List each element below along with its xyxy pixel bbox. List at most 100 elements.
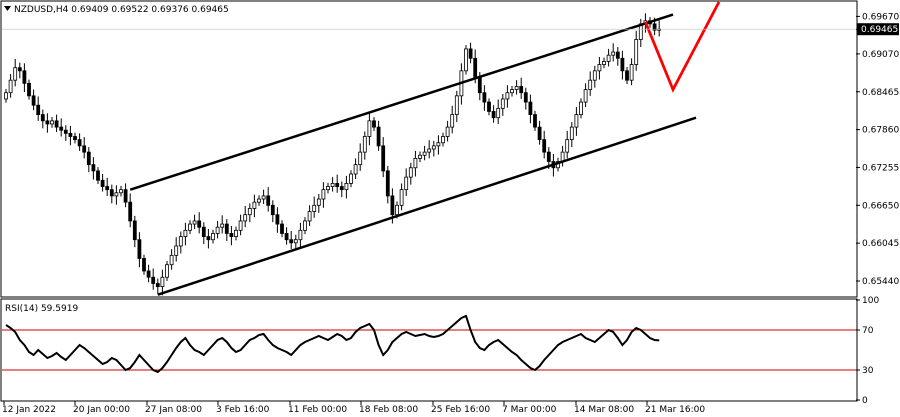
candle-body — [358, 151, 363, 166]
candle-body — [477, 76, 482, 94]
candle-body — [298, 229, 303, 241]
candle-body — [128, 201, 133, 222]
candle-body — [326, 186, 330, 191]
rsi-title: RSI(14) 59.5919 — [5, 304, 78, 314]
last-price-tag: 0.69465 — [2, 23, 899, 36]
price-tick-label: 0.67255 — [862, 163, 899, 173]
candle-body — [45, 120, 50, 125]
candle-body — [404, 176, 409, 191]
candle-body — [50, 120, 54, 125]
candle-body — [634, 39, 639, 65]
candle-body — [606, 54, 611, 62]
candle-body — [100, 179, 105, 187]
candle-body — [528, 101, 533, 115]
candle-body — [160, 276, 165, 288]
candle-body — [229, 233, 234, 237]
time-tick-label: 7 Mar 00:00 — [502, 405, 557, 415]
candle-body — [146, 270, 151, 278]
candle-body — [592, 70, 597, 81]
candle-body — [54, 120, 59, 128]
candle-body — [427, 148, 432, 153]
candle-body — [574, 114, 579, 128]
candle-body — [238, 220, 243, 231]
candle-body — [418, 154, 422, 159]
candle-body — [22, 70, 27, 84]
candle-body — [565, 139, 570, 153]
candle-body — [91, 164, 96, 172]
candle-body — [583, 89, 588, 103]
candle-body — [59, 126, 64, 131]
candle-body — [63, 129, 68, 134]
price-tick-label: 0.66650 — [862, 201, 899, 211]
candle-body — [31, 95, 36, 106]
candle-body — [588, 79, 593, 90]
candle-body — [247, 208, 252, 216]
candle-body — [284, 233, 289, 241]
candle-body — [611, 51, 616, 56]
candle-body — [542, 139, 547, 153]
candle-body — [376, 126, 381, 147]
candle-body — [280, 223, 284, 234]
candle-body — [473, 57, 478, 78]
last-price-box — [857, 23, 899, 36]
rsi-levels — [2, 329, 856, 371]
candle-body — [169, 254, 174, 266]
time-tick-label: 27 Jan 08:00 — [145, 405, 202, 415]
candle-body — [390, 195, 395, 216]
candle-body — [533, 114, 537, 128]
candle-body — [257, 198, 261, 203]
price-tick-label: 0.69070 — [862, 50, 899, 60]
candle-body — [464, 48, 468, 72]
candle-body — [349, 173, 353, 184]
last-price-label: 0.69465 — [861, 25, 898, 35]
candle-body — [316, 198, 321, 206]
candle-body — [86, 151, 91, 166]
candle-body — [68, 132, 73, 137]
candle-body — [266, 195, 271, 206]
candle-body — [523, 92, 528, 103]
candle-body — [220, 223, 225, 228]
candle-body — [151, 276, 156, 284]
candle-body — [8, 79, 13, 94]
candle-body — [353, 164, 358, 175]
candle-body — [441, 136, 445, 144]
candle-body — [546, 151, 551, 162]
candle-body — [197, 220, 202, 228]
price-tick-label: 0.65440 — [862, 277, 899, 287]
candle-body — [109, 189, 114, 197]
projection-line[interactable] — [644, 1, 721, 93]
rsi-tick-label: 100 — [862, 296, 879, 306]
candle-body — [399, 189, 404, 206]
rsi-tick-label: 0 — [862, 396, 868, 406]
upper-channel-line[interactable] — [129, 13, 674, 191]
candle-body — [82, 145, 87, 153]
candle-body — [381, 145, 386, 172]
candle-body — [123, 189, 128, 203]
candle-body — [330, 183, 335, 187]
candle-body — [4, 92, 8, 100]
triangle-down-icon[interactable] — [4, 6, 11, 11]
candle-body — [367, 120, 372, 137]
candle-body — [602, 61, 606, 65]
candle-body — [344, 183, 349, 191]
price-tick-label: 0.69670 — [862, 12, 899, 22]
candle-body — [339, 186, 344, 191]
candle-body — [188, 223, 192, 231]
candle-body — [450, 114, 455, 128]
candle-body — [436, 142, 441, 147]
candle-body — [224, 223, 229, 234]
candle-body — [372, 120, 376, 128]
candle-body — [155, 283, 160, 288]
rsi-y-axis: 100 70 30 0 — [856, 296, 879, 406]
candle-body — [454, 95, 459, 115]
chart-header: NZDUSD,H4 0.69409 0.69522 0.69376 0.6946… — [4, 5, 229, 15]
candle-body — [312, 204, 317, 212]
lower-channel-line[interactable] — [157, 116, 697, 296]
rsi-line — [5, 314, 660, 374]
candle-body — [36, 104, 41, 115]
candle-body — [519, 86, 524, 94]
candle-body — [17, 67, 22, 72]
candle-body — [482, 92, 487, 103]
candle-body — [303, 220, 307, 231]
